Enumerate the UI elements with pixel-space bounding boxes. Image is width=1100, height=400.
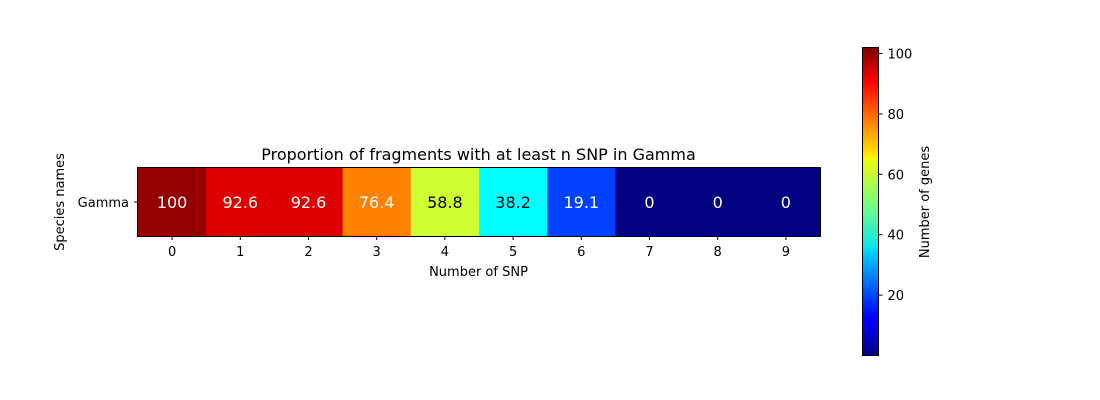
- colorbar: 20 40 60 80 100 Number of genes: [862, 47, 933, 356]
- x-axis-label: Number of SNP: [429, 265, 528, 280]
- colorbar-tick-label: 60: [888, 168, 905, 183]
- colorbar-tick-label: 20: [888, 289, 905, 304]
- cell-value-label: 19.1: [563, 193, 599, 212]
- colorbar-tick-label: 100: [888, 48, 913, 63]
- heatmap-cell: [410, 168, 480, 236]
- colorbar-tick-label: 80: [888, 108, 905, 123]
- x-tick-label: 6: [577, 245, 585, 260]
- cell-value-label: 58.8: [427, 193, 463, 212]
- y-axis-label: Species names: [53, 153, 68, 251]
- colorbar-tick-label: 40: [888, 229, 905, 244]
- x-tick-label: 9: [782, 245, 790, 260]
- heatmap-cell: [274, 168, 344, 236]
- x-tick-label: 7: [645, 245, 653, 260]
- x-axis-ticks: 0 1 2 3 4 5 6 7 8 9: [168, 236, 790, 260]
- y-axis-ticks: Gamma: [78, 196, 138, 211]
- x-tick-label: 8: [714, 245, 722, 260]
- heatmap-cell-labels: 100 92.6 92.6 76.4 58.8 38.2 19.1 0 0 0: [157, 193, 791, 212]
- heatmap-cell: [683, 168, 753, 236]
- cell-value-label: 0: [713, 193, 723, 212]
- cell-value-label: 0: [781, 193, 791, 212]
- colorbar-ticks: 20 40 60 80 100: [878, 48, 913, 304]
- heatmap-cell: [547, 168, 616, 236]
- cell-value-label: 92.6: [291, 193, 327, 212]
- heatmap-cell: [751, 168, 821, 236]
- cell-value-label: 38.2: [495, 193, 531, 212]
- x-tick-label: 3: [373, 245, 381, 260]
- x-tick-label: 1: [236, 245, 244, 260]
- heatmap-cell: [479, 168, 548, 236]
- heatmap-cells: [138, 168, 821, 236]
- x-tick-label: 5: [509, 245, 517, 260]
- colorbar-gradient: [862, 47, 879, 356]
- x-tick-label: 2: [304, 245, 312, 260]
- chart-title: Proportion of fragments with at least n …: [261, 145, 696, 164]
- heatmap-cell: [206, 168, 275, 236]
- colorbar-label: Number of genes: [918, 146, 933, 259]
- heatmap-cell: [342, 168, 412, 236]
- x-tick-label: 0: [168, 245, 176, 260]
- cell-value-label: 76.4: [359, 193, 395, 212]
- y-tick-label: Gamma: [78, 196, 129, 211]
- x-tick-label: 4: [441, 245, 449, 260]
- cell-value-label: 0: [644, 193, 654, 212]
- cell-value-label: 100: [157, 193, 188, 212]
- heatmap-cell: [615, 168, 685, 236]
- heatmap-cell: [138, 168, 207, 236]
- cell-value-label: 92.6: [222, 193, 258, 212]
